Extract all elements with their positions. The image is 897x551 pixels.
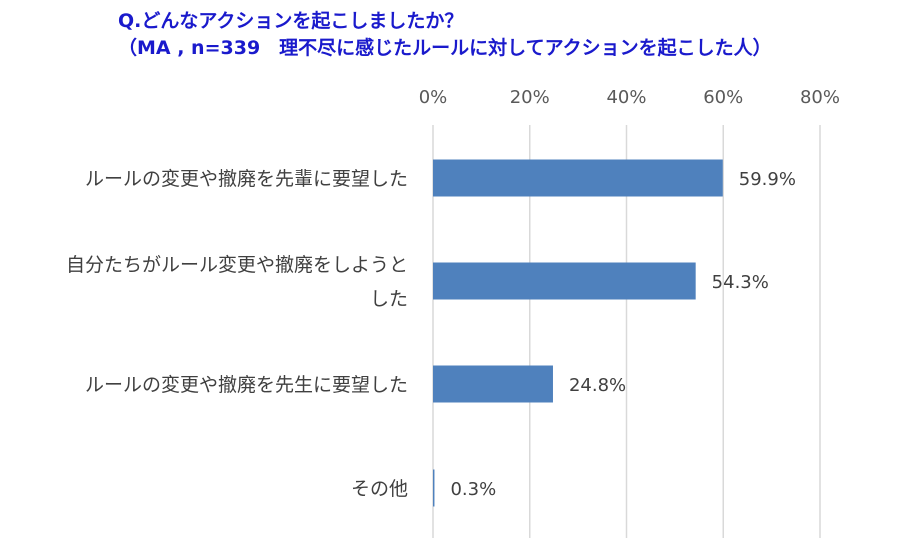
chart-subtitle: （MA , n=339 理不尽に感じたルールに対してアクションを起こした人）: [118, 37, 772, 59]
data-label: 0.3%: [450, 479, 496, 500]
bar: [433, 469, 435, 507]
bars: [433, 159, 723, 507]
data-labels: 59.9% 54.3% 24.8% 0.3%: [450, 169, 796, 500]
data-label: 59.9%: [739, 169, 796, 190]
x-tick-label: 40%: [606, 87, 646, 108]
category-labels: ルールの変更や撤廃を先輩に要望した自分たちがルール変更や撤廃をしようとしたルール…: [66, 168, 408, 500]
chart-title-block: Q.どんなアクションを起こしましたか？ （MA , n=339 理不尽に感じたル…: [118, 8, 772, 62]
category-label: ルールの変更や撤廃を先生に要望した: [85, 374, 408, 396]
x-tick-label: 80%: [800, 87, 840, 108]
x-tick-label: 60%: [703, 87, 743, 108]
bar: [433, 159, 723, 197]
bar: [433, 262, 696, 300]
x-tick-label: 20%: [510, 87, 550, 108]
chart-title: Q.どんなアクションを起こしましたか？: [118, 10, 464, 32]
category-label: 自分たちがルール変更や撤廃をしようとした: [66, 254, 408, 310]
x-tick-label: 0%: [419, 87, 448, 108]
category-label: その他: [351, 478, 408, 500]
category-label: ルールの変更や撤廃を先輩に要望した: [85, 168, 408, 190]
bar: [433, 365, 553, 403]
data-label: 24.8%: [569, 375, 626, 396]
data-label: 54.3%: [712, 272, 769, 293]
x-axis-ticks: 0% 20% 40% 60% 80%: [419, 87, 840, 108]
